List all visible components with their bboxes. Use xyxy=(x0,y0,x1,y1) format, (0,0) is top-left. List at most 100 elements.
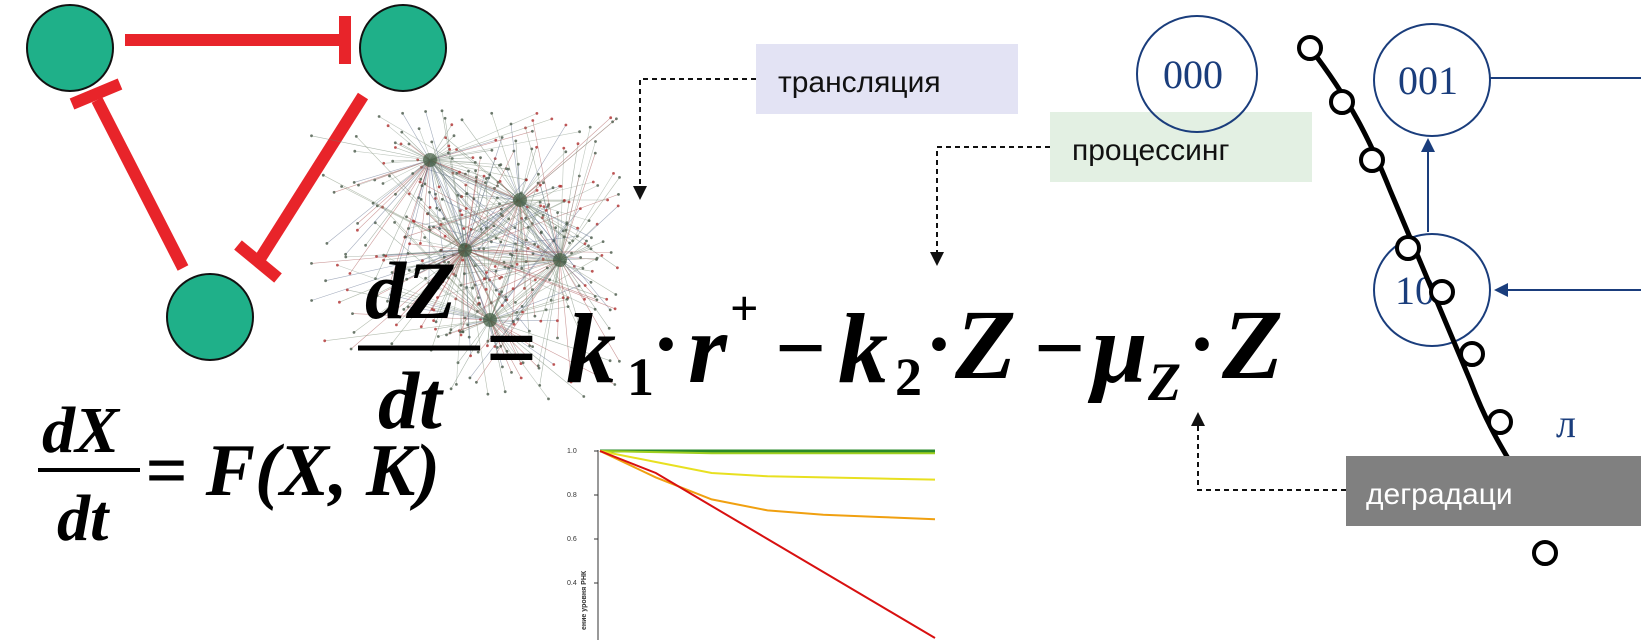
network-edge xyxy=(456,249,466,385)
network-node-dot xyxy=(579,256,582,259)
network-edge xyxy=(339,249,466,303)
network-node-dot xyxy=(440,109,444,113)
network-node-dot xyxy=(509,252,512,256)
network-edge xyxy=(429,159,438,209)
network-node-dot xyxy=(550,117,554,121)
network-edge xyxy=(365,159,431,246)
network-node-dot xyxy=(351,312,354,315)
k2-symbol: k xyxy=(838,293,888,404)
network-node-dot xyxy=(467,169,470,173)
network-node-dot xyxy=(310,134,313,138)
network-node-dot xyxy=(354,135,358,138)
network-node-dot xyxy=(507,167,510,171)
network-node-dot xyxy=(531,119,535,122)
network-node-dot xyxy=(554,226,557,230)
network-edge xyxy=(429,131,533,161)
network-node-dot xyxy=(458,170,461,174)
network-node-dot xyxy=(455,383,458,386)
network-node-dot xyxy=(390,271,394,274)
network-node-dot xyxy=(448,148,451,151)
network-node-dot xyxy=(468,376,472,380)
network-edge xyxy=(516,199,521,265)
network-node-dot xyxy=(428,206,432,209)
label-translation: трансляция xyxy=(778,66,941,99)
network-edge xyxy=(415,249,466,270)
network-edge xyxy=(559,177,620,261)
network-node-dot xyxy=(494,138,498,142)
network-edge xyxy=(461,119,521,201)
network-node-dot xyxy=(552,363,556,366)
network-edge xyxy=(559,127,591,261)
network-node-dot xyxy=(426,288,430,292)
network-edge xyxy=(464,176,485,251)
network-node-dot xyxy=(564,123,568,127)
network-edge xyxy=(559,205,619,261)
network-node-dot xyxy=(500,136,504,139)
arrow-head-icon xyxy=(633,186,647,200)
state-001-label: 001 xyxy=(1398,58,1458,103)
network-node-dot xyxy=(371,201,375,205)
network-node-dot xyxy=(512,356,516,359)
network-node-dot xyxy=(617,193,620,196)
network-edge xyxy=(464,157,481,251)
network-node-dot xyxy=(539,319,543,323)
network-node-dot xyxy=(587,219,591,223)
network-node-dot xyxy=(566,305,570,308)
network-edge xyxy=(408,253,561,261)
network-node-dot xyxy=(536,181,540,185)
chart-y-axis-label: ение уровня РНК xyxy=(581,570,588,630)
network-edge xyxy=(349,159,431,274)
network-node-dot xyxy=(486,392,490,396)
network-edge xyxy=(515,140,521,201)
network-edge xyxy=(398,290,491,321)
network-node-dot xyxy=(558,184,562,188)
network-node-dot xyxy=(546,205,550,208)
network-node-dot xyxy=(486,344,489,348)
network-node-dot xyxy=(587,244,590,248)
network-edge xyxy=(559,148,565,261)
network-node-dot xyxy=(338,300,341,304)
network-node-dot xyxy=(485,271,488,274)
network-edge xyxy=(429,159,489,179)
network-node-dot xyxy=(417,127,421,130)
arrow-head-icon xyxy=(1421,138,1435,152)
sample-point xyxy=(1532,540,1558,566)
sample-point xyxy=(1395,235,1421,261)
network-edge xyxy=(519,199,590,221)
network-edge xyxy=(356,136,466,251)
network-edge xyxy=(358,159,431,186)
network-node-dot xyxy=(589,280,593,284)
network-node-dot xyxy=(405,277,409,281)
arrow-head-icon xyxy=(1494,283,1508,297)
network-node-dot xyxy=(437,262,441,266)
network-node-dot xyxy=(345,288,349,292)
state-000-label: 000 xyxy=(1163,52,1223,97)
network-edge xyxy=(489,205,541,321)
state-10x-circle xyxy=(1373,233,1491,347)
sample-point xyxy=(1329,89,1355,115)
network-node-dot xyxy=(567,200,571,204)
network-node-dot xyxy=(381,182,385,185)
network-node-dot xyxy=(344,252,347,256)
network-node-dot xyxy=(398,315,402,319)
network-node-dot xyxy=(423,236,427,239)
network-node-dot xyxy=(483,277,486,281)
network-edge xyxy=(325,249,466,281)
network-node-dot xyxy=(606,198,609,202)
dot-operator: · xyxy=(652,298,680,391)
network-edge xyxy=(354,150,431,161)
network-edge xyxy=(489,319,549,400)
equation-z-numerator: dZ xyxy=(365,245,456,336)
network-edge xyxy=(491,113,521,201)
network-edge xyxy=(464,249,593,272)
network-node-dot xyxy=(551,186,555,190)
network-edge xyxy=(466,193,521,201)
network-edge xyxy=(431,141,466,251)
network-edge xyxy=(429,131,580,161)
network-edge xyxy=(559,141,596,261)
label-degradation-box xyxy=(1346,456,1641,526)
network-node-dot xyxy=(475,380,478,384)
inhibit-edge-right xyxy=(252,92,369,266)
network-node-dot xyxy=(325,242,329,245)
network-node-dot xyxy=(321,173,325,177)
